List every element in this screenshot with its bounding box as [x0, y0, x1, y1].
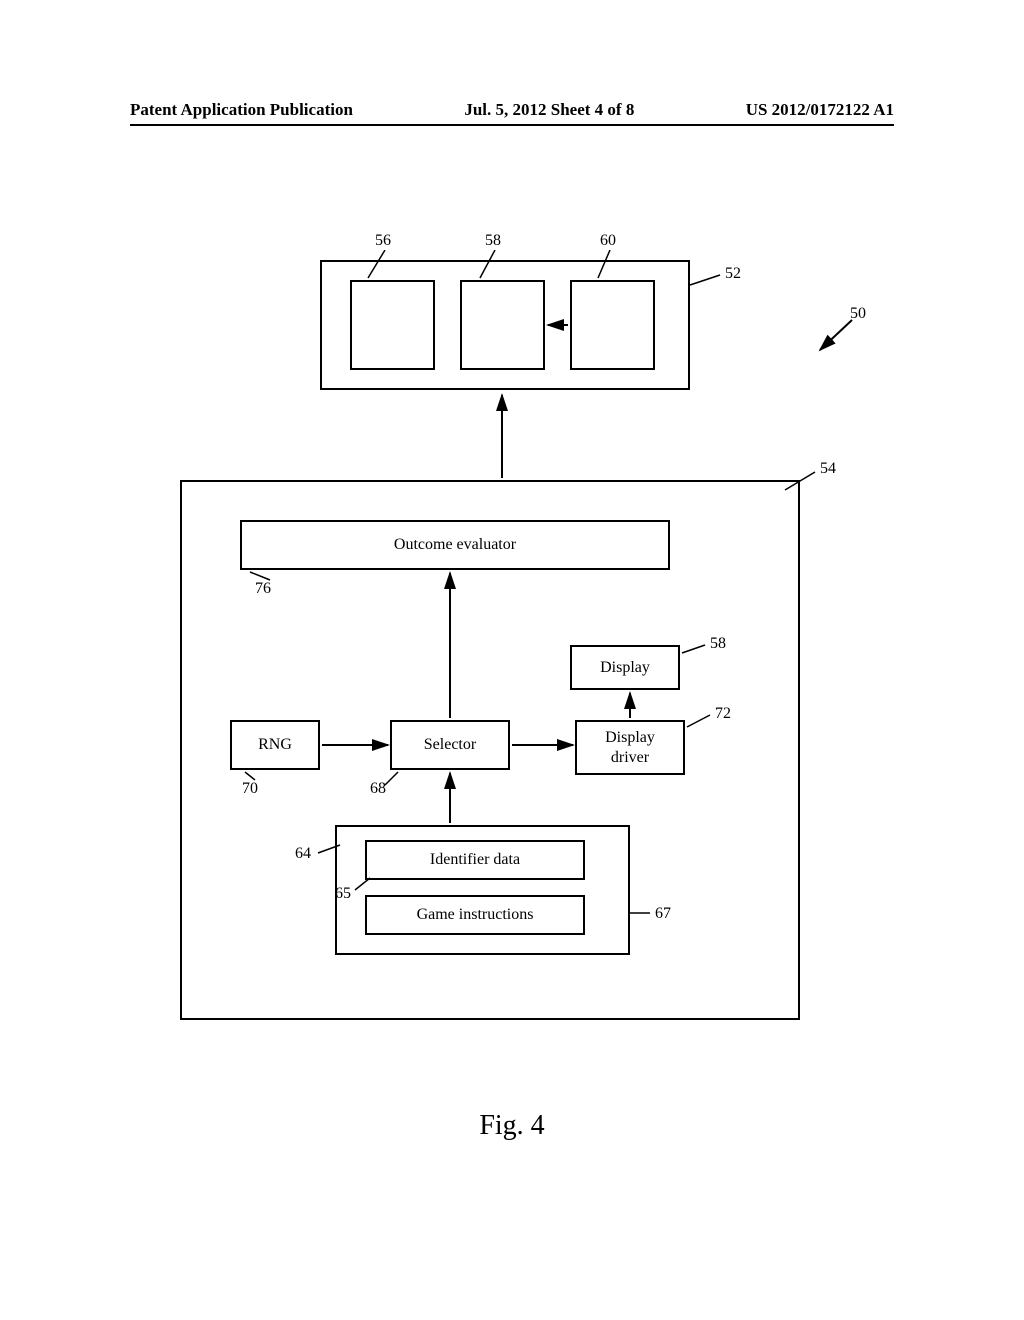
- header-left: Patent Application Publication: [130, 100, 353, 120]
- figure-caption-text: Fig. 4: [479, 1110, 544, 1141]
- patent-diagram: Outcome evaluator Display RNG Selector D…: [180, 250, 880, 1030]
- diagram-arrows: [180, 250, 880, 1030]
- ref-58a: 58: [485, 232, 501, 250]
- header-rule: [130, 124, 894, 126]
- header-center: Jul. 5, 2012 Sheet 4 of 8: [464, 100, 634, 120]
- figure-caption: Fig. 4: [0, 1110, 1024, 1142]
- header-right: US 2012/0172122 A1: [746, 100, 894, 120]
- page-header: Patent Application Publication Jul. 5, 2…: [0, 100, 1024, 120]
- ref-56: 56: [375, 232, 391, 250]
- ref-60: 60: [600, 232, 616, 250]
